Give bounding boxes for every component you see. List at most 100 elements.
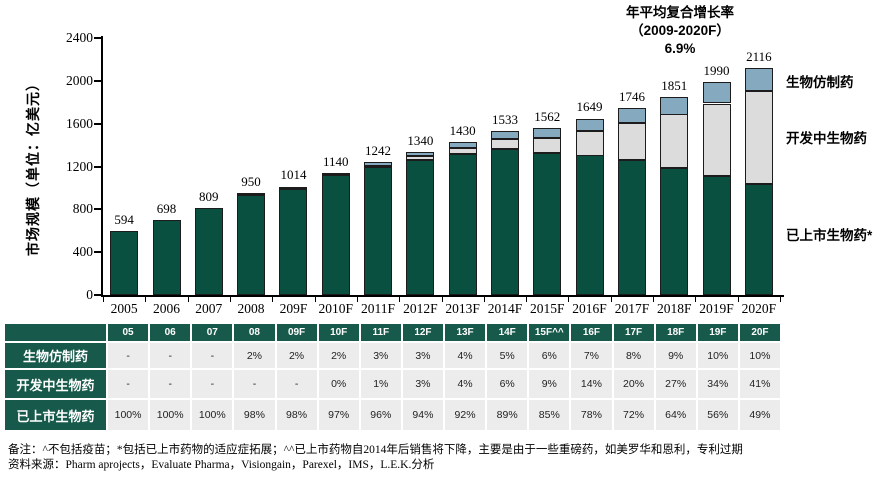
- bar-segment-biosimilar: [533, 127, 562, 138]
- x-tick-mark: [611, 297, 612, 302]
- market-share-table: 05 06 07 08 09F 10F 11F 12F 13F 14F 15F^^ 16F 17F 18F…: [3, 322, 782, 432]
- table-header-cell: 08: [234, 324, 275, 341]
- table-header-cell: 06: [150, 324, 191, 341]
- bar-segment-marketed: [364, 167, 392, 295]
- table-header-cell: 13F: [445, 324, 486, 341]
- table-header-cell: 17F: [613, 324, 654, 341]
- table-cell: 89%: [487, 400, 528, 430]
- bar-segment-biosimilar: [237, 193, 266, 196]
- table-cell: 8%: [613, 343, 654, 368]
- table-header-cell: 05: [108, 324, 149, 341]
- x-tick-label: 2008: [237, 301, 265, 316]
- bar-value-label: 1430: [449, 122, 476, 138]
- table-cell: 34%: [697, 370, 738, 398]
- x-tick-label: 2020F: [741, 301, 777, 316]
- y-tick-mark: [94, 37, 101, 39]
- x-tick-mark: [188, 297, 189, 302]
- table-cell: 72%: [613, 400, 654, 430]
- x-tick-label: 2015F: [529, 301, 565, 316]
- legend-label-marketed: 已上市生物药*: [786, 228, 873, 243]
- table-cell: 98%: [234, 400, 275, 430]
- cagr-annotation-line1: 年平均复合增长率: [626, 5, 734, 20]
- bar-segment-development: [448, 148, 477, 155]
- x-tick-mark: [780, 297, 781, 302]
- table-header-cell: 07: [192, 324, 233, 341]
- table-header-cell: 12F: [402, 324, 443, 341]
- y-axis-title: 市场规模（单位：亿美元）: [25, 76, 41, 256]
- bar-segment-biosimilar: [279, 186, 308, 189]
- bar-value-label: 1649: [576, 99, 603, 115]
- table-row: 生物仿制药 - - -2% 2% 2% 3% 3% 4% 5% 6% 7% 8% 9% 10% 10%: [5, 343, 780, 368]
- bar-segment-biosimilar: [660, 96, 689, 115]
- bar-segment-development: [702, 103, 731, 176]
- bar-segment-marketed: [237, 195, 266, 295]
- table-cell: 10%: [697, 343, 738, 368]
- footnote-source: 资料来源：Pharm aprojects，Evaluate Pharma，Vis…: [8, 459, 435, 472]
- table-cell: 6%: [529, 343, 570, 368]
- y-tick-label: 1200: [66, 158, 93, 174]
- bar-segment-marketed: [660, 168, 689, 295]
- table-cell: 85%: [529, 400, 570, 430]
- table-cell: -: [192, 343, 233, 368]
- x-tick-mark: [526, 297, 527, 302]
- bar-segment-marketed: [152, 220, 181, 295]
- bar-segment-marketed: [279, 189, 308, 295]
- x-tick-label: 2017F: [614, 301, 650, 316]
- bar-segment-marketed: [491, 149, 519, 295]
- x-tick-mark: [442, 297, 443, 302]
- x-tick-mark: [653, 297, 654, 302]
- cagr-annotation-line2: （2009-2020F）: [630, 22, 730, 38]
- table-cell: 100%: [192, 400, 233, 430]
- table-cell: 2%: [318, 343, 359, 368]
- table-cell: 9%: [529, 370, 570, 398]
- x-tick-label: 2013F: [445, 301, 480, 316]
- bar-segment-marketed: [321, 175, 350, 295]
- x-tick-mark: [738, 297, 739, 302]
- y-tick-mark: [94, 208, 101, 211]
- table-cell: 6%: [487, 370, 528, 398]
- bar-segment-biosimilar: [321, 173, 350, 176]
- bar-segment-marketed: [533, 153, 562, 295]
- table-cell: 97%: [318, 400, 359, 430]
- table-header-cell: 15F^^: [529, 324, 570, 341]
- table-row-label: 开发中生物药: [5, 370, 106, 398]
- bar-value-label: 1746: [618, 89, 645, 104]
- bar-value-label: 594: [114, 212, 134, 228]
- x-tick-label: 2014F: [487, 301, 523, 316]
- cagr-annotation: 年平均复合增长率 （2009-2020F） 6.9%: [590, 4, 770, 57]
- table-cell: 2%: [276, 343, 317, 368]
- bar-segment-development: [660, 114, 689, 169]
- bar-value-label: 1014: [280, 167, 307, 183]
- table-header-cell: 09F: [276, 324, 317, 341]
- table-cell: 98%: [276, 400, 317, 430]
- bar-segment-biosimilar: [406, 151, 435, 156]
- table-cell: 10%: [739, 343, 780, 368]
- bar-segment-marketed: [702, 176, 731, 295]
- bar-value-label: 950: [241, 174, 261, 190]
- table-cell: 78%: [571, 400, 612, 430]
- x-tick-mark: [484, 297, 485, 302]
- bar-value-label: 1562: [534, 108, 561, 124]
- x-tick-label: 2007: [195, 301, 223, 316]
- table-cell: 0%: [318, 370, 359, 398]
- x-tick-mark: [272, 297, 273, 302]
- bar-segment-biosimilar: [575, 118, 604, 131]
- bar-value-label: 2116: [746, 49, 772, 65]
- bar-segment-development: [533, 137, 562, 153]
- y-axis-line: [101, 36, 103, 297]
- x-tick-label: 2012F: [403, 301, 438, 316]
- x-tick-mark: [230, 297, 231, 302]
- table-cell: 3%: [402, 343, 443, 368]
- bar-segment-biosimilar: [702, 82, 731, 104]
- x-tick-mark: [568, 297, 569, 302]
- bar-value-label: 1851: [661, 77, 688, 93]
- x-tick-mark: [103, 297, 104, 302]
- table-cell: -: [108, 343, 149, 368]
- legend-label-biosimilar: 生物仿制药: [786, 75, 854, 90]
- bar-segment-development: [744, 91, 773, 185]
- table-header-cell: 11F: [360, 324, 401, 341]
- table-header-cell: 20F: [739, 324, 780, 341]
- y-tick-label: 400: [72, 244, 93, 260]
- table-cell: 27%: [655, 370, 696, 398]
